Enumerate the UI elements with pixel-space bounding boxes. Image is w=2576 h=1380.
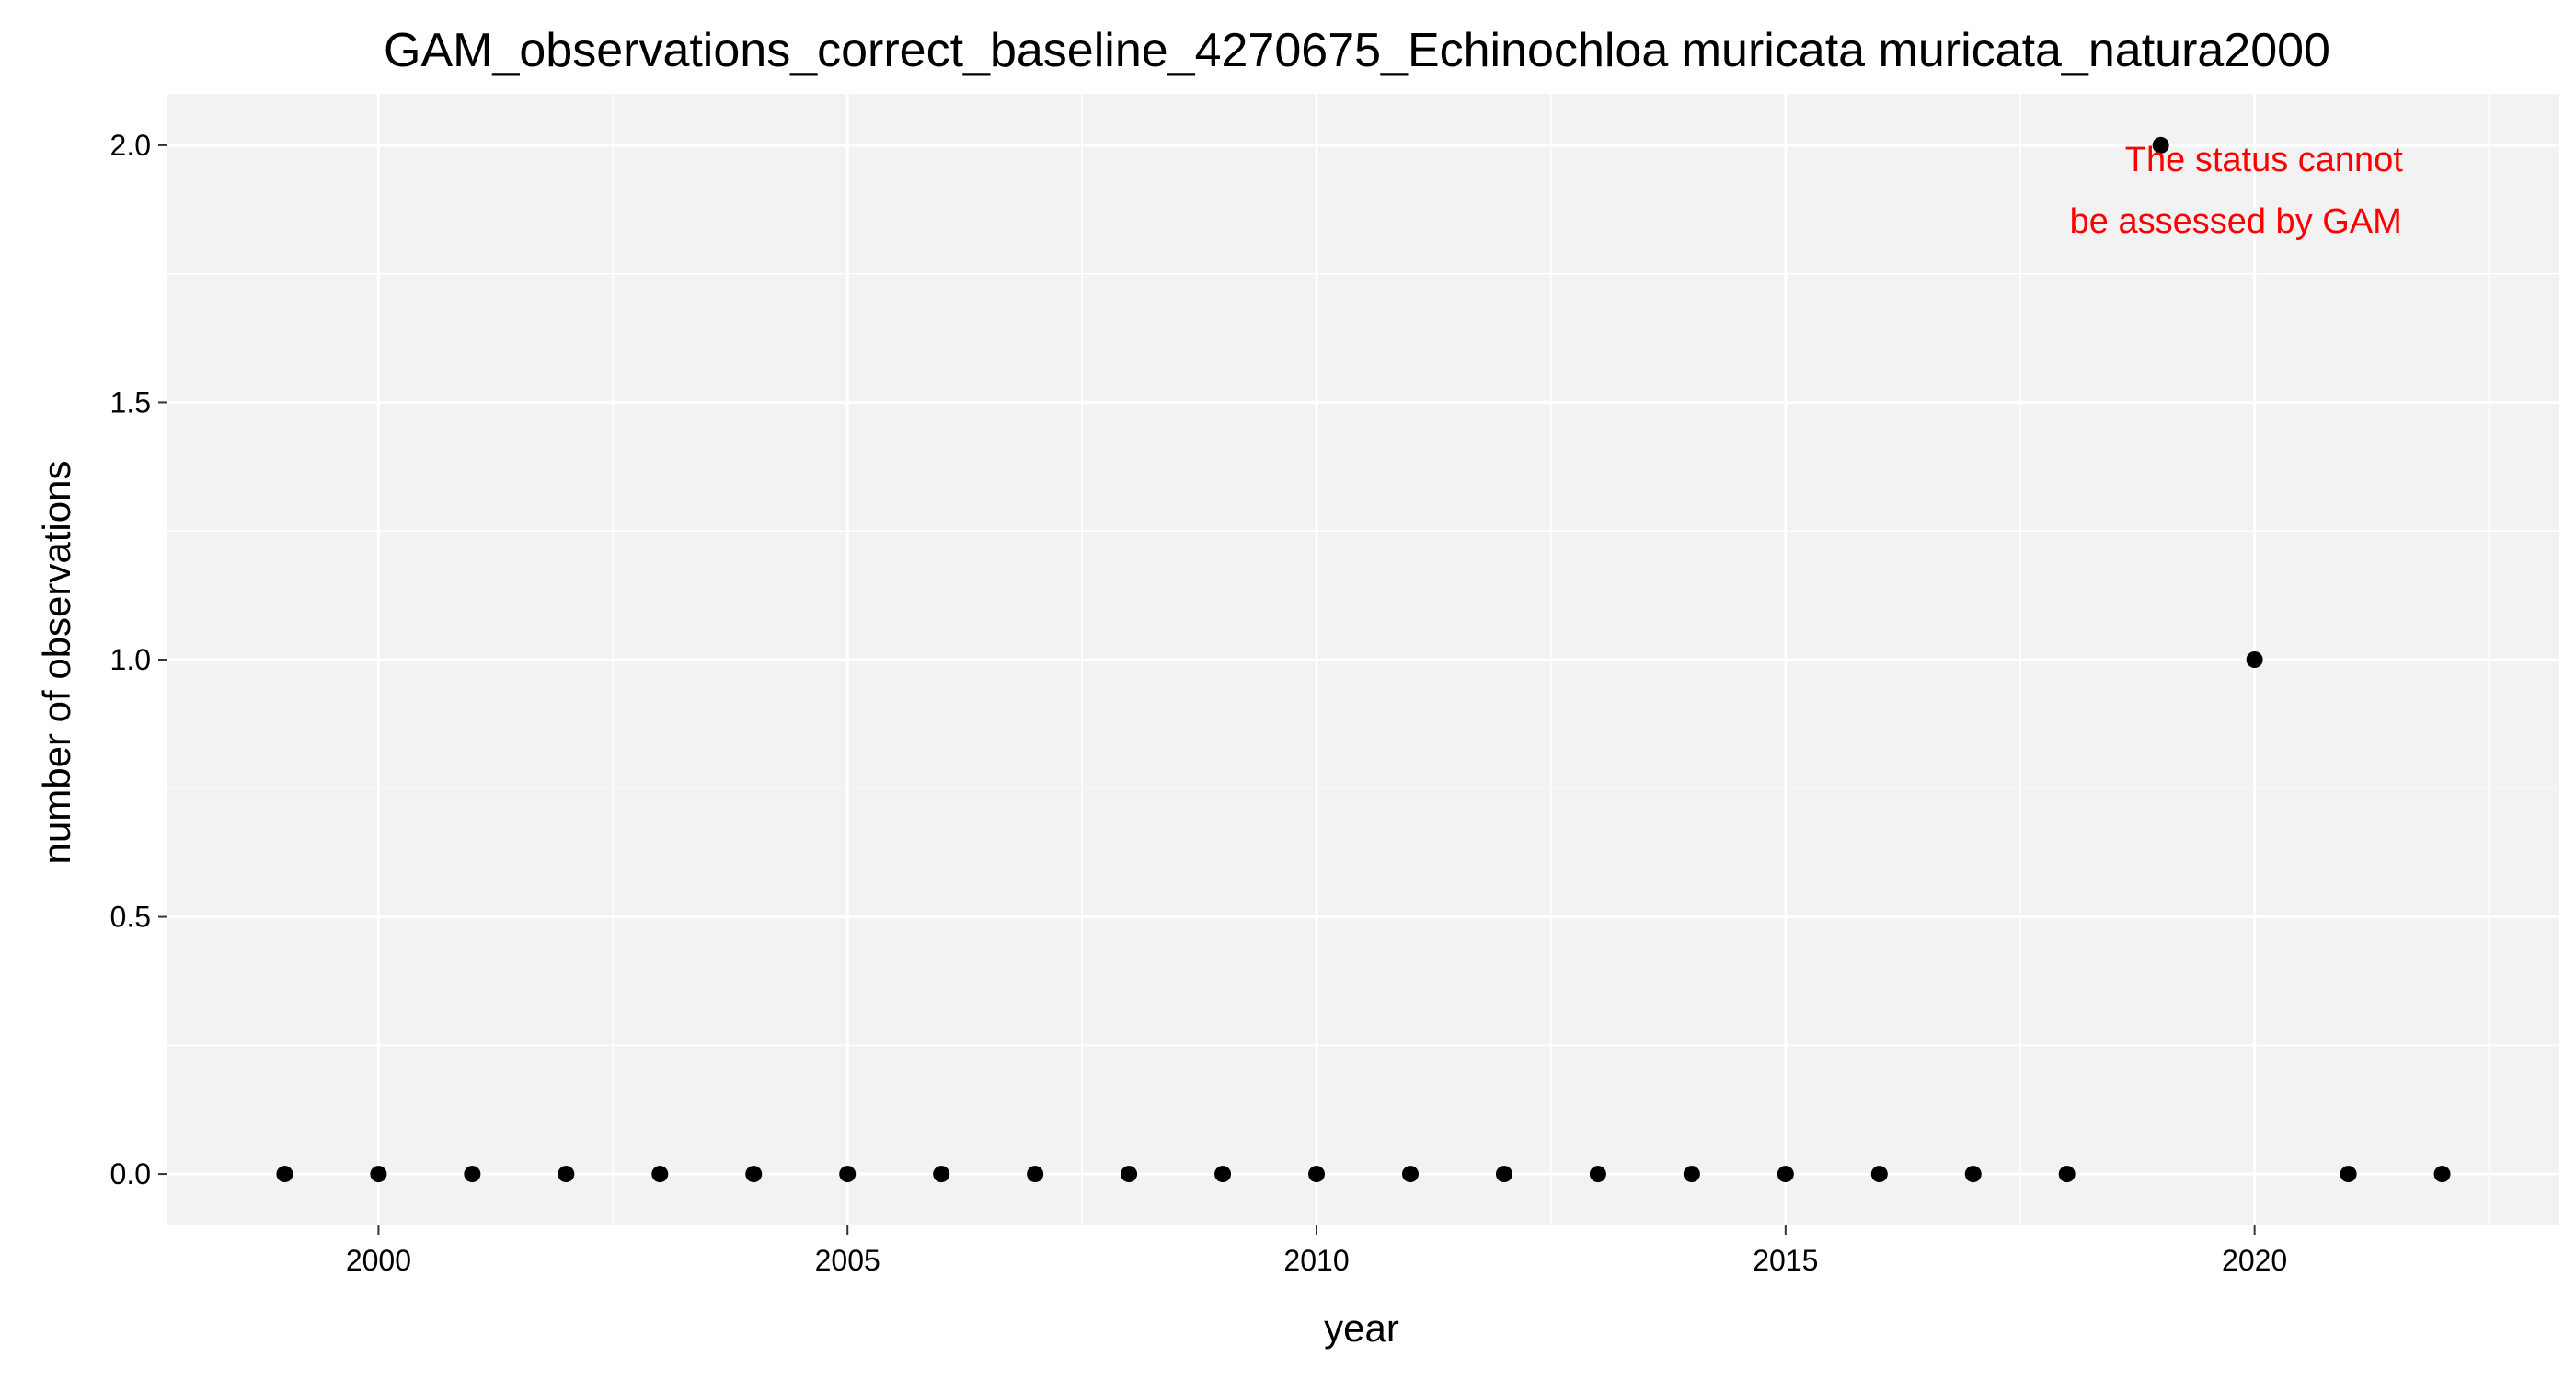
data-point [1683,1166,1700,1183]
data-point [1589,1166,1606,1183]
data-point [2340,1166,2357,1183]
data-point [1027,1166,1044,1183]
x-axis-title: year [1324,1306,1399,1350]
data-point [933,1166,950,1183]
annotation-text: be assessed by GAM [2070,202,2402,241]
y-tick-label: 2.0 [110,129,151,162]
data-point [2246,651,2263,668]
y-tick-label: 0.0 [110,1157,151,1190]
data-point [2058,1166,2076,1183]
y-tick-label: 1.5 [110,385,151,419]
data-points [276,136,2451,1183]
data-point [2152,136,2169,154]
axis-tick-marks [158,144,2256,1235]
y-axis-tick-labels: 0.0 0.5 1.0 1.5 2.0 [110,129,151,1190]
data-point [1214,1166,1232,1183]
x-tick-label: 2015 [1753,1244,1818,1277]
chart-title: GAM_observations_correct_baseline_427067… [384,24,2330,77]
annotations: The status cannot be assessed by GAM [2070,141,2404,241]
data-point [370,1166,387,1183]
data-point [1777,1166,1794,1183]
x-tick-label: 2020 [2222,1244,2287,1277]
data-point [276,1166,293,1183]
y-axis-title: number of observations [35,461,78,865]
x-tick-label: 2010 [1283,1244,1349,1277]
y-tick-label: 0.5 [110,901,151,934]
x-tick-label: 2005 [815,1244,880,1277]
annotation-text: The status cannot [2125,141,2404,179]
data-point [1870,1166,1888,1183]
data-point [745,1166,763,1183]
data-point [1401,1166,1419,1183]
data-point [1964,1166,1982,1183]
data-point [2433,1166,2451,1183]
data-point [1308,1166,1326,1183]
x-tick-label: 2000 [346,1244,411,1277]
data-point [1495,1166,1512,1183]
data-point [839,1166,857,1183]
y-tick-label: 1.0 [110,643,151,676]
data-point [558,1166,575,1183]
data-point [651,1166,669,1183]
data-point [1121,1166,1138,1183]
x-axis-tick-labels: 2000 2005 2010 2015 2020 [346,1244,2287,1277]
data-point [464,1166,481,1183]
